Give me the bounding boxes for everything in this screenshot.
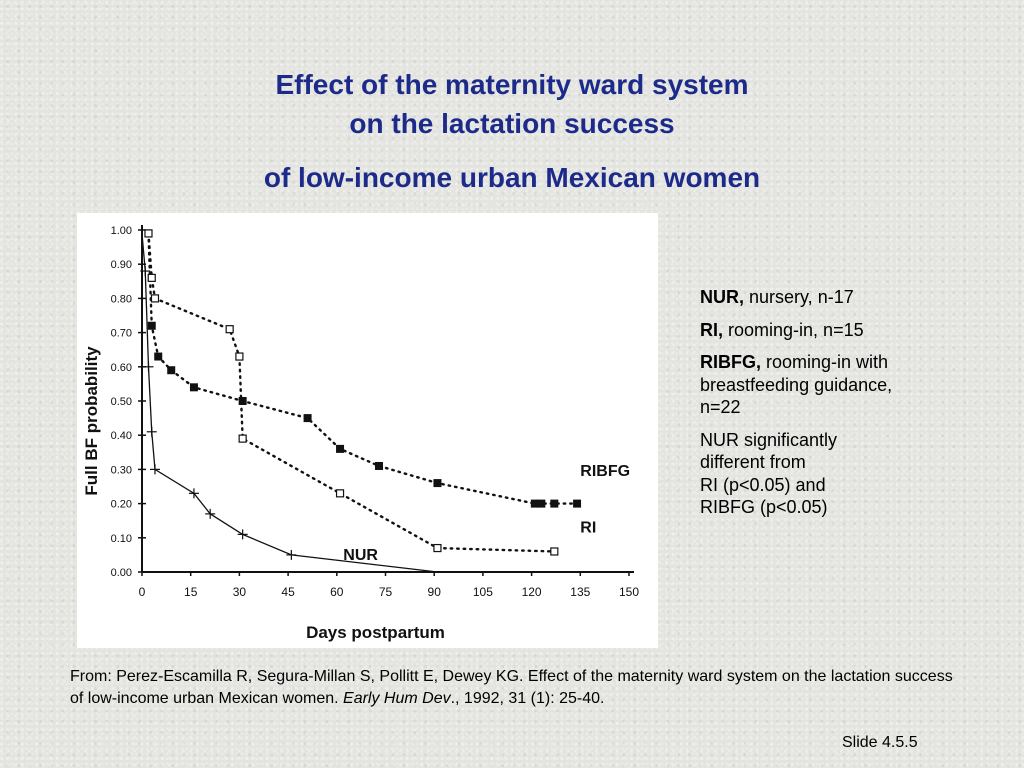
citation-details: ., 1992, 31 (1): 25-40. [450,689,605,707]
legend-panel: NUR, nursery, n-17 RI, rooming-in, n=15 … [700,286,930,529]
y-tick-label: 0.00 [111,567,132,579]
x-tick-label: 15 [184,585,198,599]
data-point-ri [238,434,247,443]
note-line-1: NUR significantly [700,429,838,450]
legend-ribfg: RIBFG, rooming-in with breastfeeding gui… [700,351,930,419]
data-point-ribfg [537,499,546,508]
y-tick-label: 0.60 [111,362,132,374]
data-point-ribfg [433,479,442,488]
x-tick-label: 135 [570,585,590,599]
series-line-ri [147,232,556,553]
data-point-ribfg [303,414,312,423]
significance-note: NUR significantly different from RI (p<0… [700,429,930,519]
data-point-ri [550,547,559,556]
data-point-nur [205,508,216,519]
data-point-ri [225,325,234,334]
note-line-2: different from [700,452,806,472]
y-tick-label: 0.50 [111,396,132,408]
y-tick-label: 0.20 [111,499,132,511]
legend-ribfg-abbr: RIBFG, [700,352,761,372]
data-point-ri [235,352,244,361]
data-point-ribfg [550,499,559,508]
data-point-ribfg [189,383,198,392]
y-tick-label: 1.00 [111,225,132,237]
data-point-nur [149,464,160,475]
x-tick-label: 75 [379,585,393,599]
y-tick-label: 0.30 [111,464,132,476]
x-tick-label: 90 [428,585,442,599]
x-tick-label: 105 [473,585,493,599]
series-label-nur: NUR [343,547,378,564]
x-axis-label: Days postpartum [306,623,445,642]
x-tick-label: 45 [281,585,295,599]
legend-ribfg-text: rooming-in with breastfeeding guidance, … [700,352,893,417]
legend-ri-abbr: RI, [700,319,724,340]
data-point-ribfg [147,321,156,330]
data-point-nur [143,361,154,372]
note-line-3: RI (p<0.05) and [700,474,826,495]
legend-nur-text: nursery, n-17 [744,287,854,307]
y-tick-label: 0.40 [111,430,132,442]
data-point-ribfg [238,397,247,405]
x-tick-label: 0 [139,585,146,599]
page-title-line-1: Effect of the maternity ward system [275,69,749,100]
data-point-nur [188,488,199,499]
citation-text: From: Perez-Escamilla R, Segura-Millan S… [70,668,953,707]
slide-number: Slide 4.5.5 [842,734,918,751]
page-title-line-2: on the lactation success [349,108,675,139]
data-point-nur [237,529,248,540]
data-point-ribfg [573,499,582,508]
data-point-nur [140,266,151,277]
data-point-ribfg [336,444,345,453]
data-point-ri [150,294,160,303]
citation-journal: Early Hum Dev [343,689,451,707]
data-point-ri [335,489,345,498]
note-line-4: RIBFG (p<0.05) [700,497,828,517]
citation: From: Perez-Escamilla R, Segura-Millan S… [70,666,960,709]
x-tick-label: 60 [330,585,344,599]
data-point-ribfg [154,352,163,361]
series-line-ribfg [147,232,579,505]
series-label-ribfg: RIBFG [580,463,630,480]
y-tick-label: 0.70 [111,328,132,340]
data-point-ri [144,229,153,238]
data-point-ribfg [167,366,176,375]
x-tick-label: 150 [619,585,639,599]
data-point-ri [433,543,442,553]
x-tick-label: 30 [233,585,247,599]
legend-nur: NUR, nursery, n-17 [700,286,930,309]
y-axis-label: Full BF probability [82,346,101,496]
y-tick-label: 0.10 [111,533,132,545]
series-label-ri: RI [580,520,596,537]
chart-panel: 0.00 0.10 0.20 0.30 0.40 0.50 0.60 0.70 0.80 0.90… [77,213,658,648]
legend-ri-text: rooming-in, n=15 [723,319,864,340]
data-point-ribfg [375,461,384,470]
data-point-nur [146,426,157,437]
legend-ri: RI, rooming-in, n=15 [700,319,930,342]
page-title-line-3: of low-income urban Mexican women [263,162,761,193]
x-tick-label: 120 [522,585,542,599]
survival-chart: 0.00 0.10 0.20 0.30 0.40 0.50 0.60 0.70 0.80 0.90… [82,225,639,642]
series-line-nur [141,233,629,573]
data-point-ribfg [530,499,539,508]
data-point-nur [286,549,297,560]
legend-nur-abbr: NUR, [700,287,744,307]
data-point-ri [147,273,156,282]
y-tick-label: 0.80 [111,293,132,305]
y-tick-label: 0.90 [111,259,132,271]
